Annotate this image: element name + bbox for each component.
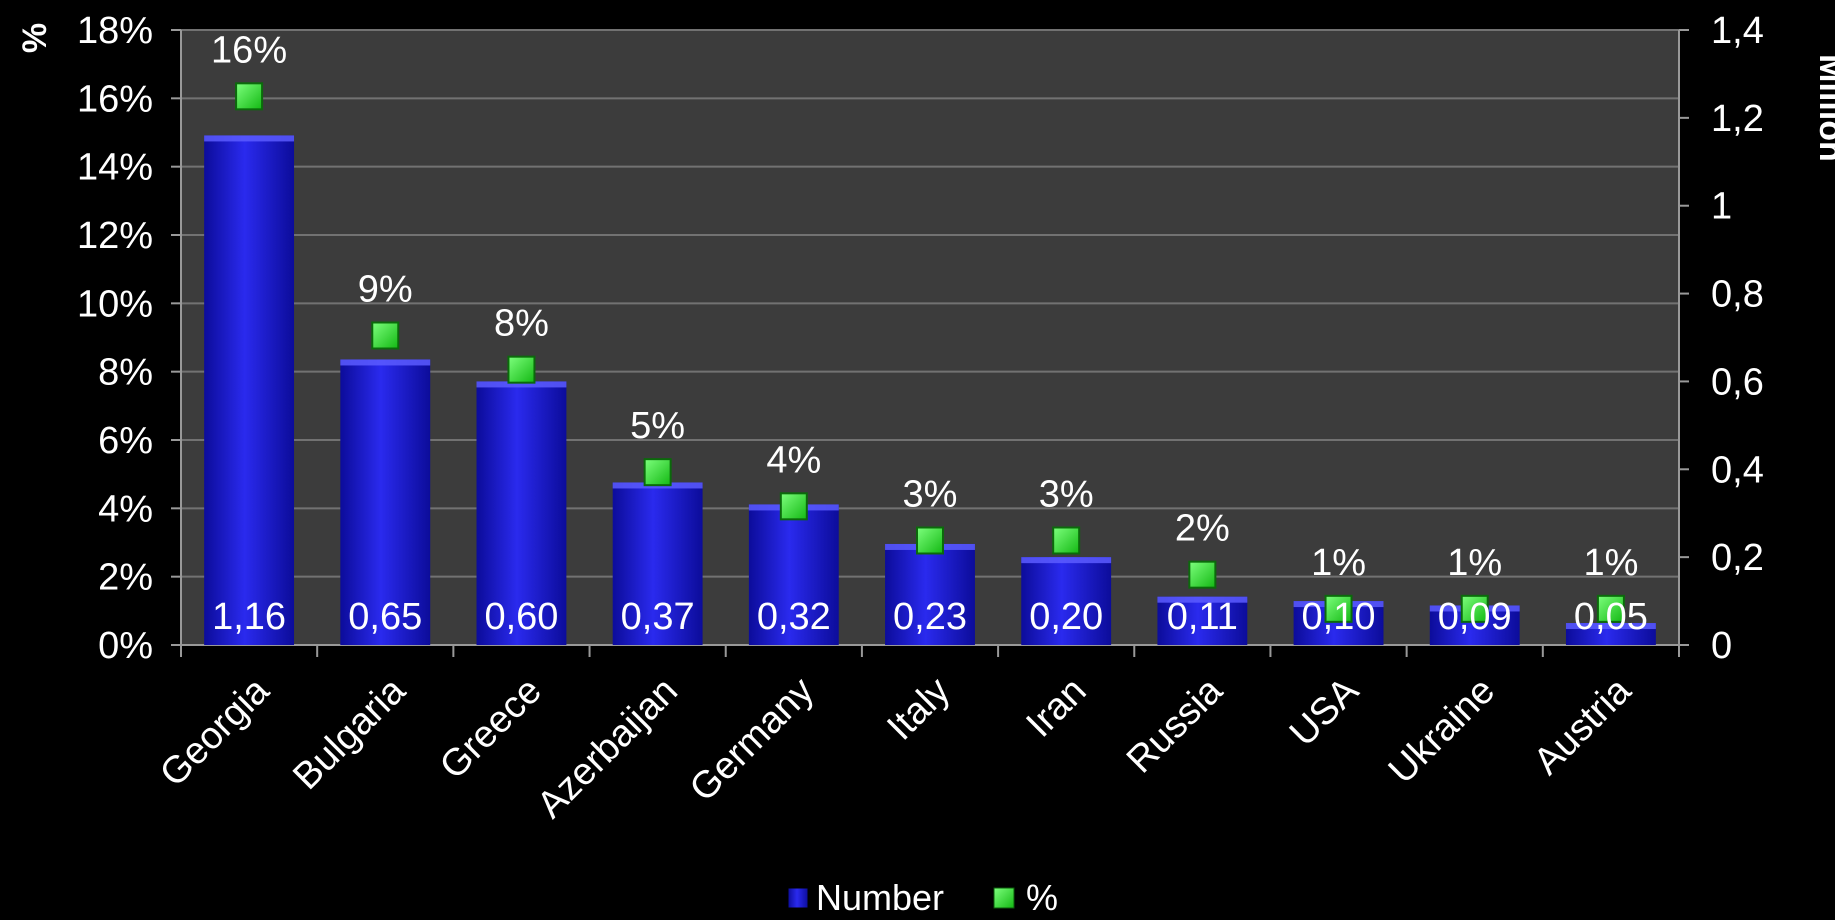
right-tick-label: 1 [1711, 186, 1732, 228]
bar-value-label: 0,23 [893, 596, 967, 638]
percent-marker [235, 82, 264, 111]
legend-item-percent: % [993, 877, 1058, 918]
legend-item-number: Number [787, 877, 944, 918]
percent-label: 4% [766, 439, 821, 481]
bar-value-label: 0,32 [757, 596, 831, 638]
category-label: Germany [682, 670, 822, 810]
left-tick-label: 10% [77, 283, 153, 325]
gridlines [181, 29, 1679, 578]
bar-value-label: 0,09 [1438, 596, 1512, 638]
percent-marker [1188, 560, 1217, 589]
bar [1157, 596, 1248, 645]
right-axis-title: Million [1812, 54, 1835, 162]
bar-top-highlight [204, 135, 295, 142]
bar-value-label: 0,60 [484, 596, 558, 638]
bar-value-label: 0,11 [1167, 596, 1238, 638]
bar [1021, 557, 1112, 645]
percent-label: 3% [1039, 474, 1094, 516]
percent-label: 1% [1583, 542, 1638, 584]
percent-label: 1% [1447, 542, 1502, 584]
percent-marker [643, 458, 672, 487]
bar-top-highlight [476, 381, 567, 388]
bar [612, 482, 703, 645]
left-tick-label: 12% [77, 215, 153, 257]
bar-value-label: 0,10 [1302, 596, 1376, 638]
percent-marker [1052, 526, 1081, 555]
bar-series [204, 135, 1656, 645]
left-tick-label: 8% [98, 352, 153, 394]
right-tick-label: 1,2 [1711, 98, 1764, 140]
bar-value-label: 0,20 [1029, 596, 1103, 638]
category-label: Russia [1119, 669, 1231, 781]
right-tick-label: 0,2 [1711, 537, 1764, 579]
bar-value-label: 0,37 [621, 596, 695, 638]
bar-top-highlight [340, 359, 431, 366]
category-label: Austria [1526, 669, 1640, 783]
bar-top-highlight [1565, 623, 1656, 630]
legend-swatch-number [787, 887, 809, 909]
percent-label: 1% [1311, 542, 1366, 584]
bar-top-highlight [1157, 596, 1248, 603]
bar-value-label: 0,05 [1574, 596, 1648, 638]
bar [476, 381, 567, 645]
percent-marker [1460, 594, 1489, 623]
left-axis-title: % [16, 23, 54, 53]
percent-marker [779, 492, 808, 521]
category-label: Azerbaijan [529, 670, 686, 827]
marker-series [235, 82, 1625, 623]
category-label: Bulgaria [285, 669, 414, 798]
percent-label: 16% [211, 29, 287, 71]
right-tick-label: 0,8 [1711, 274, 1764, 316]
category-label: Ukraine [1381, 670, 1503, 792]
right-tick-label: 0,4 [1711, 449, 1764, 491]
category-label: Greece [432, 670, 550, 788]
percent-marker [371, 321, 400, 350]
percent-label: 2% [1175, 508, 1230, 550]
percent-label: 3% [903, 474, 958, 516]
left-tick-label: 6% [98, 420, 153, 462]
left-tick-label: 14% [77, 147, 153, 189]
bar [748, 504, 839, 645]
category-label: Georgia [152, 669, 278, 795]
bar [340, 359, 431, 645]
left-tick-label: 16% [77, 78, 153, 120]
percent-marker [1324, 594, 1353, 623]
category-label: Italy [879, 670, 958, 749]
bar [885, 543, 975, 645]
left-tick-label: 18% [77, 10, 153, 52]
legend-label-number: Number [816, 877, 944, 915]
bar-value-label: 1,16 [212, 596, 286, 638]
percent-marker [507, 355, 536, 384]
data-labels: 1,16 0,65 0,60 0,37 0,32 0,23 0,20 0,11 0,10 0,09… [211, 29, 1648, 638]
left-tick-label: 4% [98, 488, 153, 530]
bar-value-label: 0,65 [348, 596, 422, 638]
percent-label: 5% [630, 405, 685, 447]
legend-swatch-percent [993, 887, 1015, 909]
percent-marker [916, 526, 944, 555]
left-tick-label: 0% [98, 625, 153, 667]
percent-label: 8% [494, 303, 549, 345]
left-tick-label: 2% [98, 557, 153, 599]
bar [204, 135, 295, 645]
legend: Number % [787, 877, 1058, 918]
percent-label: 9% [358, 269, 413, 311]
category-label: Iran [1019, 670, 1095, 746]
percent-marker [1596, 594, 1625, 623]
legend-label-percent: % [1026, 877, 1058, 915]
category-label: USA [1282, 669, 1367, 754]
right-tick-label: 0,6 [1711, 361, 1764, 403]
right-tick-label: 0 [1711, 625, 1732, 667]
right-tick-label: 1,4 [1711, 10, 1764, 52]
bar-top-highlight [1021, 557, 1112, 564]
